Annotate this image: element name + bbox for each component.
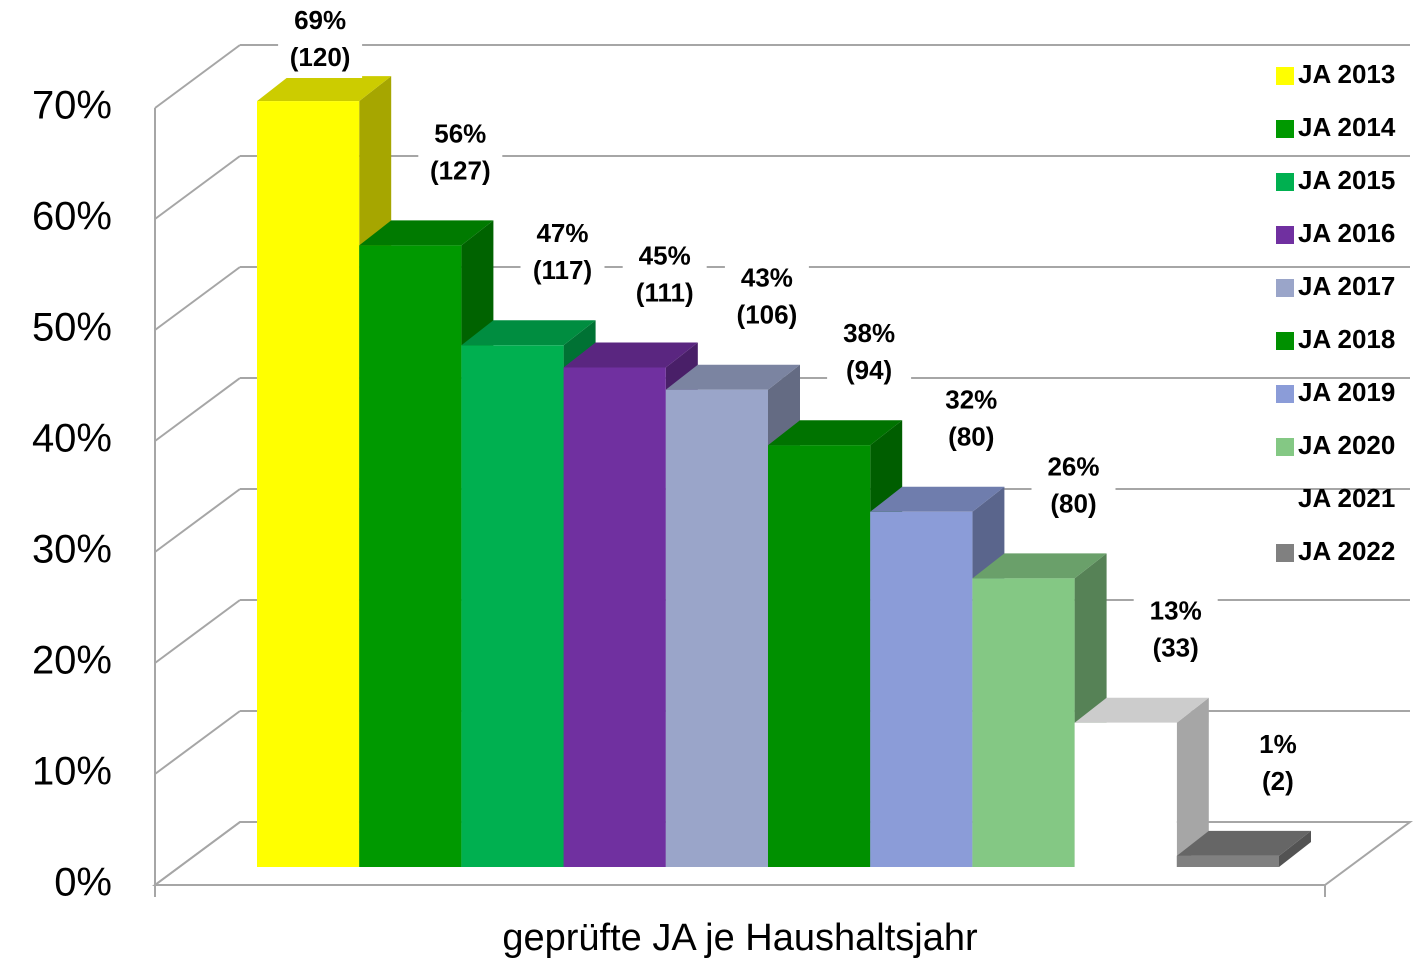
legend-label: JA 2016 (1298, 218, 1395, 248)
count-label: (127) (430, 155, 491, 185)
legend-swatch (1276, 173, 1294, 191)
legend-swatch (1276, 120, 1294, 138)
legend-swatch (1276, 279, 1294, 297)
bar (1176, 855, 1279, 867)
bar-side (1279, 830, 1311, 867)
value-label: 38% (843, 318, 895, 348)
bar-top (665, 364, 800, 390)
legend-swatch (1276, 67, 1294, 85)
value-label: 13% (1150, 596, 1202, 626)
label-background (622, 237, 707, 314)
value-label: 1% (1259, 729, 1297, 759)
label-background (418, 115, 503, 192)
y-tick-label: 30% (32, 528, 112, 572)
label-background (827, 315, 912, 392)
grid-line (154, 44, 241, 109)
y-tick-label: 50% (32, 306, 112, 350)
y-tick-label: 60% (32, 195, 112, 239)
y-tick-label: 0% (54, 861, 112, 905)
bar-top (257, 76, 392, 102)
legend-label: JA 2020 (1298, 430, 1395, 460)
legend-label: JA 2019 (1298, 377, 1395, 407)
legend-label: JA 2017 (1298, 271, 1395, 301)
label-background (278, 2, 363, 78)
bar-top (768, 420, 903, 446)
value-label: 56% (434, 118, 486, 148)
count-label: (80) (948, 422, 994, 452)
bar-top (461, 320, 596, 346)
bar (665, 389, 768, 867)
bar (563, 367, 666, 867)
count-label: (94) (846, 355, 892, 385)
value-label: 47% (536, 218, 588, 248)
count-label: (33) (1153, 633, 1199, 663)
count-label: (120) (290, 42, 351, 72)
count-label: (111) (636, 277, 694, 307)
legend-label: JA 2021 (1298, 483, 1395, 513)
label-background (724, 259, 809, 336)
grid-line (154, 377, 241, 442)
label-background (1235, 725, 1320, 802)
bar-top (1176, 830, 1311, 856)
legend-label: JA 2018 (1298, 324, 1395, 354)
legend-swatch (1276, 438, 1294, 456)
legend-label: JA 2013 (1298, 59, 1395, 89)
grid-line (154, 599, 241, 664)
bar-top (563, 342, 698, 368)
y-tick-label: 70% (32, 84, 112, 128)
grid-line (154, 488, 241, 553)
grid-line (154, 155, 241, 220)
y-tick-label: 20% (32, 639, 112, 683)
bar-top (359, 220, 494, 246)
value-label: 43% (741, 263, 793, 293)
count-label: (117) (533, 255, 592, 285)
count-label: (80) (1050, 488, 1096, 518)
value-label: 69% (294, 5, 346, 35)
bar (870, 511, 973, 867)
x-axis-label: geprüfte JA je Haushaltsjahr (502, 917, 978, 959)
grid-line (154, 821, 241, 886)
label-background (1133, 592, 1218, 669)
label-background (520, 215, 605, 292)
value-label: 26% (1047, 451, 1099, 481)
legend-label: JA 2015 (1298, 165, 1395, 195)
legend-label: JA 2014 (1298, 112, 1396, 142)
label-background (929, 381, 1014, 458)
bar (768, 445, 871, 867)
legend-swatch (1276, 385, 1294, 403)
label-background (1031, 448, 1116, 525)
legend-swatch (1276, 226, 1294, 244)
grid-line (154, 710, 241, 775)
grid-line (154, 266, 241, 331)
bar (972, 578, 1075, 867)
bar (1074, 722, 1177, 867)
y-tick-label: 40% (32, 417, 112, 461)
count-label: (2) (1262, 766, 1294, 796)
legend-swatch (1276, 544, 1294, 562)
bar-top (1074, 697, 1209, 723)
value-label: 32% (945, 385, 997, 415)
count-label: (106) (737, 300, 798, 330)
legend-swatch (1276, 332, 1294, 350)
bar-top (972, 553, 1107, 579)
bar-top (870, 486, 1005, 512)
bar (257, 101, 360, 868)
y-tick-label: 10% (32, 750, 112, 794)
bar (461, 345, 564, 867)
legend-label: JA 2022 (1298, 536, 1395, 566)
value-label: 45% (639, 240, 691, 270)
legend-swatch (1276, 491, 1294, 509)
bar-side (1176, 697, 1209, 867)
bar (359, 245, 462, 867)
